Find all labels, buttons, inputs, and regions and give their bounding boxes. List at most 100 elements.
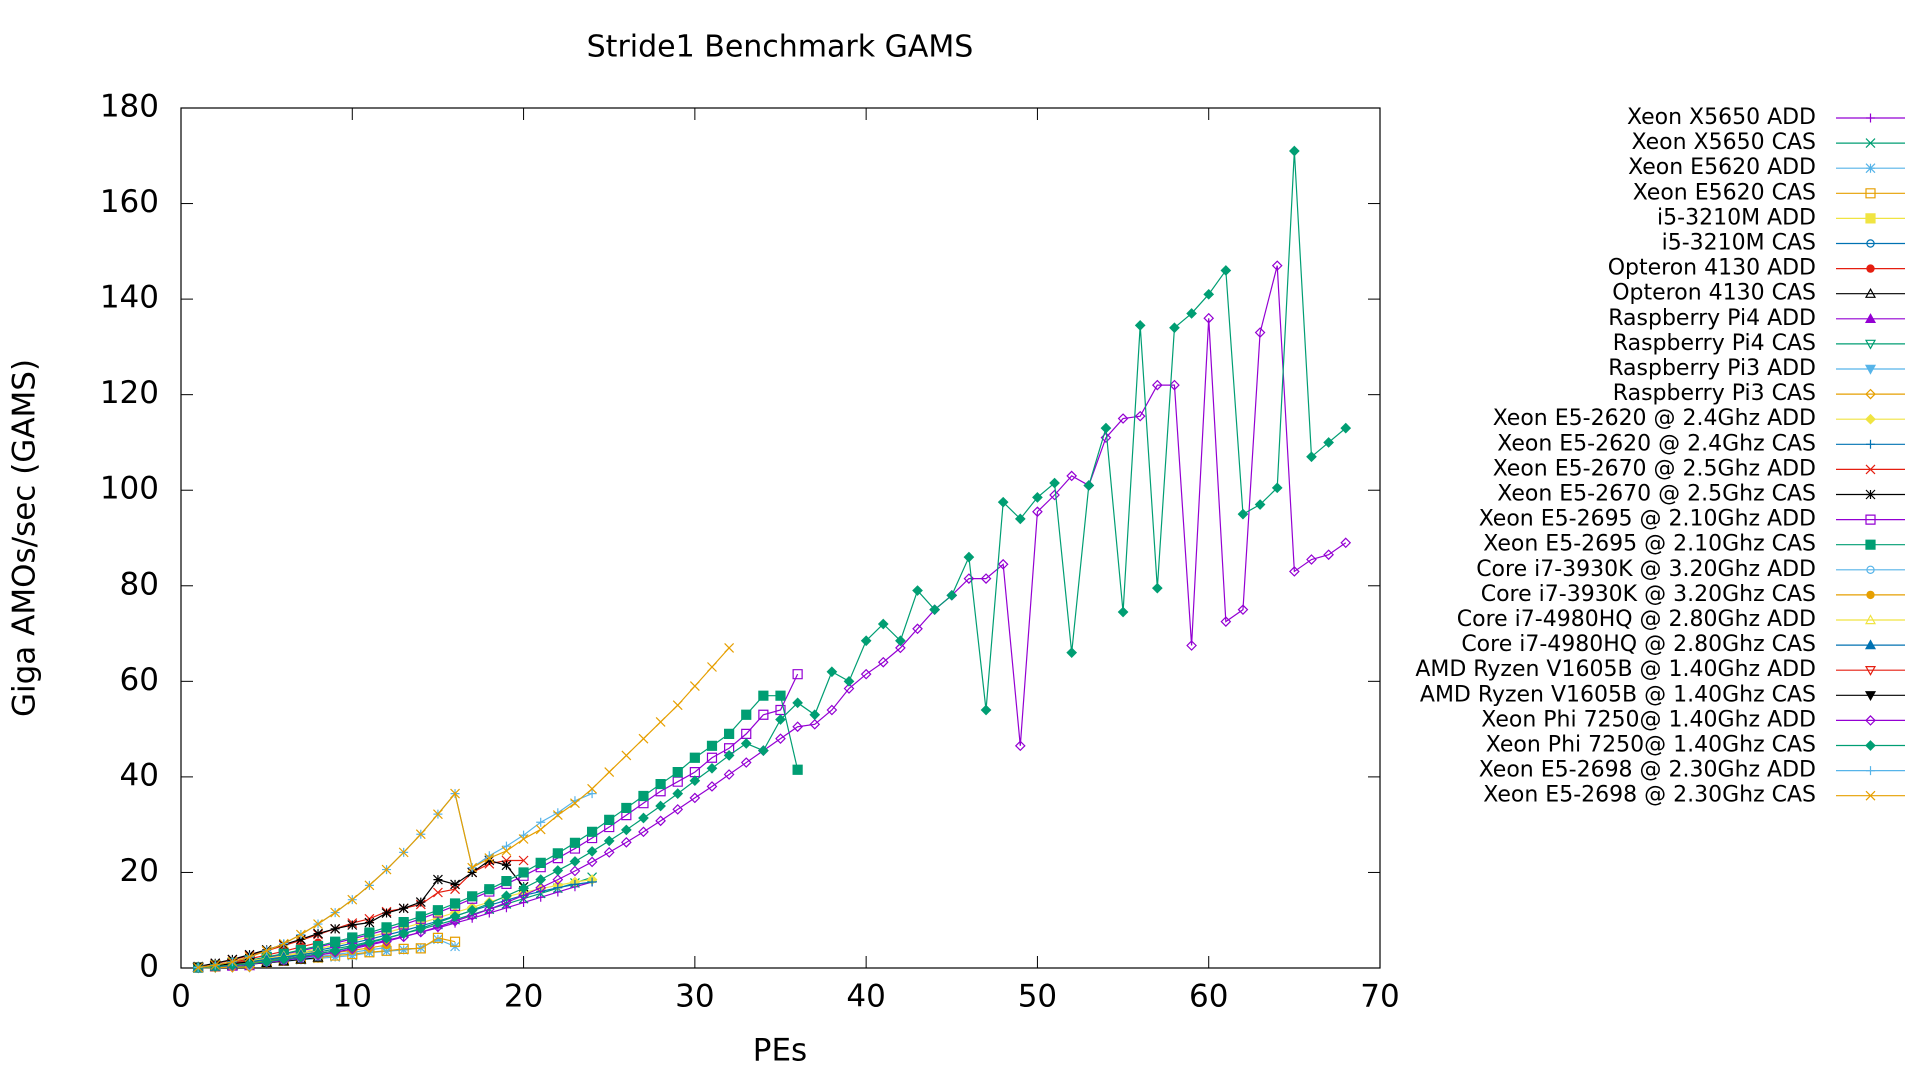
data-point bbox=[415, 922, 427, 934]
legend-marker bbox=[1864, 364, 1877, 375]
legend-label: Xeon E5620 CAS bbox=[1633, 180, 1816, 205]
legend-label: Opteron 4130 ADD bbox=[1608, 256, 1816, 281]
data-point bbox=[313, 919, 323, 929]
data-point bbox=[792, 721, 803, 733]
data-point bbox=[569, 837, 581, 848]
data-point bbox=[244, 952, 255, 962]
legend-label: Raspberry Pi4 ADD bbox=[1608, 306, 1816, 331]
data-point bbox=[398, 847, 409, 858]
data-point bbox=[398, 917, 409, 928]
legend-marker bbox=[1865, 138, 1876, 149]
data-point bbox=[210, 960, 221, 971]
data-point bbox=[450, 884, 460, 895]
data-point bbox=[621, 750, 632, 761]
data-point bbox=[655, 815, 666, 827]
legend-label: Xeon E5-2670 @ 2.5Ghz ADD bbox=[1493, 456, 1816, 481]
data-point bbox=[449, 911, 461, 922]
data-point bbox=[347, 932, 358, 943]
data-point bbox=[1117, 606, 1129, 618]
data-point bbox=[278, 954, 290, 965]
legend-label: Core i7-4980HQ @ 2.80Ghz ADD bbox=[1457, 607, 1816, 632]
data-point bbox=[997, 558, 1009, 570]
y-tick-label: 60 bbox=[120, 662, 159, 698]
data-point bbox=[638, 733, 649, 744]
data-point bbox=[689, 681, 700, 692]
data-point bbox=[655, 717, 666, 727]
data-point bbox=[1203, 312, 1215, 324]
data-point bbox=[330, 907, 341, 918]
legend-marker bbox=[1865, 489, 1876, 500]
legend-label: Xeon E5-2698 @ 2.30Ghz CAS bbox=[1483, 783, 1816, 808]
data-point bbox=[792, 764, 803, 775]
data-point bbox=[398, 943, 409, 954]
legend-marker bbox=[1865, 163, 1876, 174]
data-point bbox=[672, 767, 683, 778]
data-point bbox=[604, 767, 615, 778]
data-point bbox=[313, 928, 323, 939]
data-point bbox=[706, 752, 718, 763]
x-tick-label: 40 bbox=[846, 979, 885, 1015]
data-point bbox=[433, 887, 443, 898]
data-point bbox=[672, 804, 684, 815]
data-point bbox=[587, 789, 597, 799]
data-point bbox=[740, 757, 752, 768]
data-point bbox=[946, 589, 958, 601]
data-point bbox=[501, 897, 512, 908]
data-point bbox=[758, 709, 769, 720]
data-point bbox=[929, 604, 941, 616]
data-point bbox=[621, 802, 632, 814]
data-point bbox=[809, 709, 821, 721]
legend-label: Xeon Phi 7250@ 1.40Ghz ADD bbox=[1481, 707, 1816, 732]
data-point bbox=[261, 945, 272, 956]
legend-marker bbox=[1865, 464, 1876, 475]
data-point bbox=[570, 798, 580, 809]
legend-label: i5-3210M CAS bbox=[1662, 231, 1816, 256]
data-point bbox=[347, 920, 358, 930]
data-point bbox=[450, 788, 460, 799]
legend-label: Core i7-4980HQ @ 2.80Ghz CAS bbox=[1461, 632, 1816, 657]
legend-marker bbox=[1865, 539, 1876, 550]
data-point bbox=[1134, 410, 1146, 422]
data-point bbox=[518, 882, 529, 894]
data-point bbox=[483, 898, 495, 909]
data-point bbox=[997, 496, 1009, 508]
y-tick-label: 20 bbox=[120, 853, 159, 889]
data-point bbox=[1066, 470, 1078, 482]
data-point bbox=[536, 817, 546, 827]
data-point bbox=[604, 814, 615, 825]
data-point bbox=[501, 855, 512, 866]
data-point bbox=[193, 962, 204, 973]
legend-label: Raspberry Pi4 CAS bbox=[1613, 331, 1816, 356]
data-point bbox=[415, 911, 426, 922]
legend-marker bbox=[1864, 313, 1877, 323]
data-point bbox=[432, 932, 444, 943]
data-point bbox=[466, 910, 478, 921]
data-point bbox=[501, 846, 512, 856]
data-point bbox=[587, 783, 598, 794]
data-point bbox=[312, 948, 324, 960]
legend-label: Xeon X5650 CAS bbox=[1632, 130, 1816, 155]
data-point bbox=[1169, 379, 1180, 391]
x-tick-label: 30 bbox=[675, 979, 714, 1015]
data-point bbox=[570, 879, 580, 889]
legend-label: Xeon E5-2695 @ 2.10Ghz CAS bbox=[1483, 532, 1816, 557]
data-point bbox=[724, 642, 735, 653]
y-axis-label: Giga AMOs/sec (GAMS) bbox=[7, 359, 43, 717]
legend-label: Raspberry Pi3 CAS bbox=[1613, 381, 1816, 406]
data-point bbox=[980, 573, 992, 584]
data-point bbox=[432, 917, 444, 928]
data-point bbox=[741, 709, 752, 720]
x-axis-label: PEs bbox=[753, 1033, 807, 1069]
data-point bbox=[723, 769, 735, 780]
data-point bbox=[1151, 582, 1163, 594]
legend-label: AMD Ryzen V1605B @ 1.40Ghz ADD bbox=[1415, 657, 1816, 682]
data-point bbox=[1220, 616, 1232, 627]
data-point bbox=[484, 853, 495, 864]
data-point bbox=[723, 750, 735, 761]
data-point bbox=[295, 929, 306, 940]
data-point bbox=[432, 921, 444, 933]
data-point bbox=[587, 877, 597, 887]
data-point bbox=[415, 829, 426, 840]
data-point bbox=[707, 662, 717, 672]
